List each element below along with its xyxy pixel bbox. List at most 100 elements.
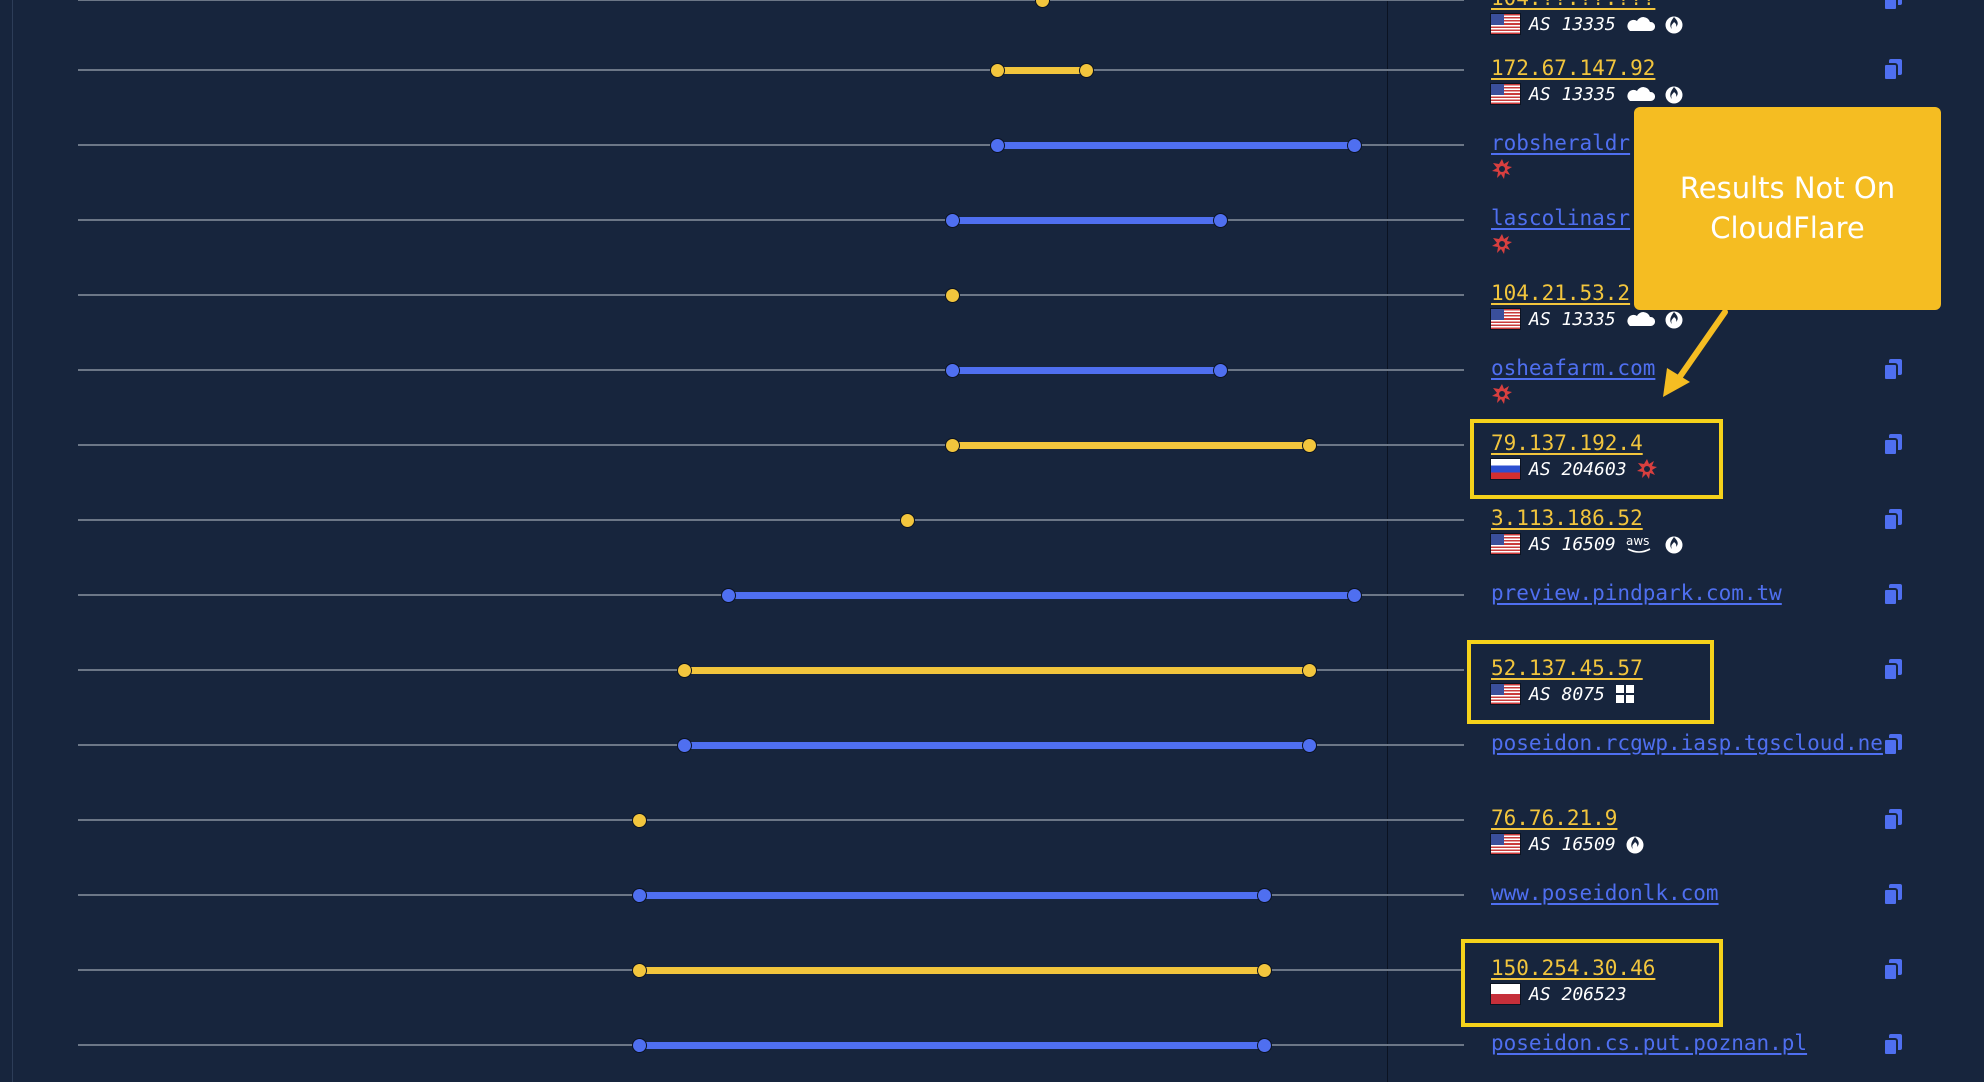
copy-icon[interactable] [1882, 433, 1904, 457]
last-seen-dot[interactable] [1256, 962, 1272, 978]
highlight-box [1470, 419, 1723, 499]
timeline-row: osheafarm.com [0, 356, 1984, 404]
last-seen-dot[interactable] [1301, 662, 1317, 678]
domain-link[interactable]: robsheraldr [1491, 131, 1631, 155]
first-seen-dot[interactable] [944, 287, 960, 303]
first-seen-dot[interactable] [631, 962, 647, 978]
burst-icon [1491, 158, 1513, 180]
activity-span [639, 966, 1264, 974]
copy-icon[interactable] [1882, 583, 1904, 607]
first-seen-dot[interactable] [631, 812, 647, 828]
domain-link[interactable]: preview.pindpark.com.tw [1491, 581, 1782, 605]
ip-address-link[interactable]: 3.113.186.52 [1491, 506, 1643, 530]
first-seen-dot[interactable] [720, 587, 736, 603]
last-seen-dot[interactable] [1346, 587, 1362, 603]
timeline-row: poseidon.cs.put.poznan.pl [0, 1031, 1984, 1056]
domain-link[interactable]: osheafarm.com [1491, 356, 1656, 380]
copy-icon[interactable] [1882, 958, 1904, 982]
last-seen-dot[interactable] [1256, 887, 1272, 903]
last-seen-dot[interactable] [1346, 137, 1362, 153]
burst-icon [1491, 233, 1513, 255]
indicator-meta: AS 206523 [1491, 982, 1627, 1006]
copy-icon[interactable] [1882, 0, 1904, 12]
copy-icon[interactable] [1882, 883, 1904, 907]
indicator-meta [1491, 157, 1513, 181]
first-seen-dot[interactable] [944, 212, 960, 228]
domain-link[interactable]: lascolinasr [1491, 206, 1631, 230]
ip-address-link[interactable]: 104.21.53.2 [1491, 281, 1631, 305]
flag-us-icon [1491, 834, 1520, 854]
timeline-row: 150.254.30.46 AS 206523 [0, 956, 1984, 1005]
indicator-meta: AS 13335 [1491, 307, 1684, 331]
asn-label: AS 16509 [1529, 533, 1616, 555]
flag-ru-icon [1491, 459, 1520, 479]
ip-address-link[interactable]: 104.??.??.??? [1491, 0, 1655, 10]
first-seen-dot[interactable] [989, 137, 1005, 153]
timeline-row: 172.67.147.92 AS 13335 [0, 56, 1984, 105]
callout-text: Results Not On CloudFlare [1679, 171, 1896, 245]
cloud-icon [1625, 14, 1655, 34]
ip-address-link[interactable]: 76.76.21.9 [1491, 806, 1618, 830]
last-seen-dot[interactable] [1212, 362, 1228, 378]
timeline-row: 76.76.21.9 AS 16509 [0, 806, 1984, 855]
first-seen-dot[interactable] [1034, 0, 1050, 8]
first-seen-dot[interactable] [944, 437, 960, 453]
first-seen-dot[interactable] [631, 1037, 647, 1053]
first-seen-dot[interactable] [944, 362, 960, 378]
flame-icon [1664, 533, 1684, 555]
first-seen-dot[interactable] [631, 887, 647, 903]
activity-span [952, 441, 1309, 449]
ip-address-link[interactable]: 150.254.30.46 [1491, 956, 1656, 980]
indicator-meta: AS 16509 [1491, 832, 1645, 856]
domain-link[interactable]: poseidon.cs.put.poznan.pl [1491, 1031, 1808, 1055]
copy-icon[interactable] [1882, 508, 1904, 532]
timeline-row: poseidon.rcgwp.iasp.tgscloud.ne [0, 731, 1984, 756]
ip-address-link[interactable]: 172.67.147.92 [1491, 56, 1656, 80]
timeline-track [78, 219, 1464, 221]
last-seen-dot[interactable] [1212, 212, 1228, 228]
copy-icon[interactable] [1882, 808, 1904, 832]
svg-text:aws: aws [1626, 534, 1649, 548]
copy-icon[interactable] [1882, 358, 1904, 382]
copy-icon[interactable] [1882, 658, 1904, 682]
indicator-meta: AS 13335 [1491, 12, 1684, 36]
indicator-meta [1491, 382, 1513, 406]
timeline-track [78, 369, 1464, 371]
aws-icon: aws [1625, 533, 1655, 555]
asn-label: AS 8075 [1529, 683, 1605, 705]
indicator-meta: AS 16509 aws [1491, 532, 1684, 556]
copy-icon[interactable] [1882, 1033, 1904, 1057]
windows-icon [1614, 683, 1636, 705]
asn-label: AS 204603 [1529, 458, 1627, 480]
flame-icon [1664, 83, 1684, 105]
flame-icon [1664, 13, 1684, 35]
activity-span [728, 591, 1354, 599]
last-seen-dot[interactable] [1078, 62, 1094, 78]
activity-span [684, 666, 1309, 674]
domain-link[interactable]: poseidon.rcgwp.iasp.tgscloud.ne [1491, 731, 1883, 755]
copy-icon[interactable] [1882, 733, 1904, 757]
asn-label: AS 13335 [1529, 308, 1616, 330]
activity-span [997, 66, 1086, 74]
copy-icon[interactable] [1882, 58, 1904, 82]
asn-label: AS 13335 [1529, 13, 1616, 35]
last-seen-dot[interactable] [1256, 1037, 1272, 1053]
first-seen-dot[interactable] [676, 737, 692, 753]
timeline-row: 104.??.??.??? AS 13335 [0, 0, 1984, 35]
flag-pl-icon [1491, 984, 1520, 1004]
ip-address-link[interactable]: 79.137.192.4 [1491, 431, 1643, 455]
asn-label: AS 206523 [1529, 983, 1627, 1005]
timeline-track [78, 69, 1464, 71]
first-seen-dot[interactable] [899, 512, 915, 528]
cloud-icon [1625, 309, 1655, 329]
highlight-box [1461, 939, 1723, 1027]
last-seen-dot[interactable] [1301, 737, 1317, 753]
timeline-track [78, 444, 1464, 446]
first-seen-dot[interactable] [676, 662, 692, 678]
domain-link[interactable]: www.poseidonlk.com [1491, 881, 1719, 905]
ip-address-link[interactable]: 52.137.45.57 [1491, 656, 1643, 680]
first-seen-dot[interactable] [989, 62, 1005, 78]
activity-span [684, 741, 1309, 749]
timeline-row: 79.137.192.4 AS 204603 [0, 431, 1984, 480]
last-seen-dot[interactable] [1301, 437, 1317, 453]
